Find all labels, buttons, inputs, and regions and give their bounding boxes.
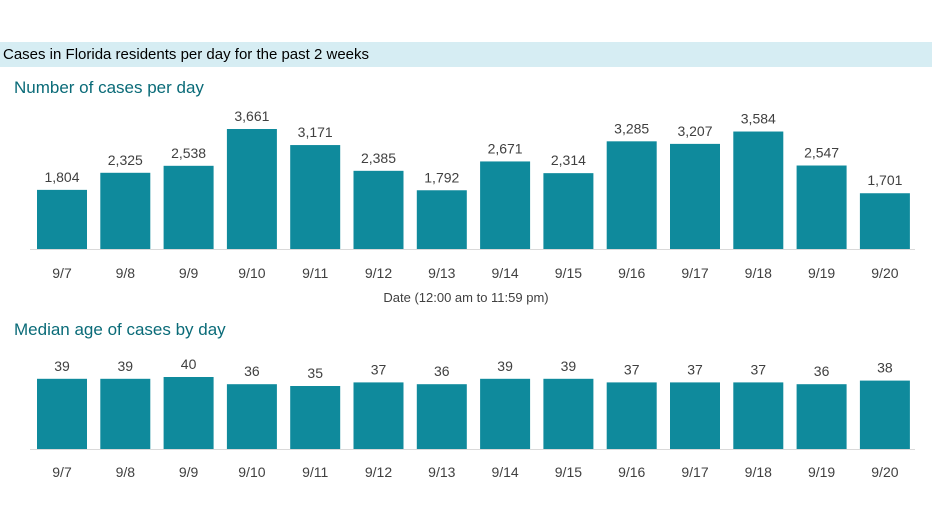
cases-bar — [796, 165, 847, 249]
median-age-value-label: 38 — [877, 360, 893, 376]
cases-x-tick-label: 9/8 — [116, 265, 136, 281]
cases-value-label: 1,804 — [44, 169, 79, 185]
median-age-chart-title: Median age of cases by day — [14, 320, 226, 339]
median-age-bar — [290, 386, 341, 449]
cases-x-tick-label: 9/13 — [428, 265, 455, 281]
median-age-bar — [226, 384, 277, 449]
median-age-x-tick-label: 9/10 — [238, 464, 265, 480]
cases-x-tick-label: 9/10 — [238, 265, 265, 281]
cases-value-label: 3,584 — [741, 111, 776, 127]
cases-x-tick-label: 9/9 — [179, 265, 199, 281]
cases-x-tick-label: 9/19 — [808, 265, 835, 281]
cases-bar — [859, 193, 910, 249]
cases-x-tick-label: 9/7 — [52, 265, 72, 281]
cases-value-label: 3,285 — [614, 120, 649, 136]
cases-bar — [606, 141, 657, 249]
median-age-bar — [353, 382, 404, 449]
cases-value-label: 2,538 — [171, 145, 206, 161]
cases-x-tick-label: 9/18 — [745, 265, 772, 281]
cases-bar — [733, 131, 784, 249]
median-age-bar — [37, 378, 87, 449]
cases-value-label: 2,385 — [361, 150, 396, 166]
cases-bar — [480, 161, 531, 249]
median-age-value-label: 37 — [751, 361, 767, 377]
cases-per-day-chart: 1,804 9/7 2,325 9/8 2,538 9/9 3,661 9/10 3,171 9/… — [30, 108, 915, 281]
cases-value-label: 3,171 — [298, 124, 333, 140]
median-age-bar — [416, 384, 467, 449]
median-age-value-label: 39 — [118, 358, 134, 374]
median-age-x-tick-label: 9/13 — [428, 464, 455, 480]
cases-bar — [100, 172, 151, 249]
median-age-x-tick-label: 9/12 — [365, 464, 392, 480]
cases-x-tick-label: 9/17 — [681, 265, 708, 281]
median-age-x-tick-label: 9/18 — [745, 464, 772, 480]
median-age-value-label: 35 — [307, 365, 323, 381]
median-age-value-label: 36 — [244, 363, 260, 379]
median-age-x-tick-label: 9/16 — [618, 464, 645, 480]
median-age-bar — [670, 382, 720, 449]
median-age-value-label: 39 — [54, 358, 70, 374]
cases-x-tick-label: 9/15 — [555, 265, 582, 281]
cases-x-tick-label: 9/11 — [302, 265, 328, 281]
cases-chart-title: Number of cases per day — [14, 78, 204, 97]
median-age-value-label: 39 — [497, 358, 513, 374]
cases-value-label: 2,547 — [804, 145, 839, 161]
median-age-x-tick-label: 9/20 — [871, 464, 898, 480]
median-age-x-tick-label: 9/17 — [681, 464, 708, 480]
cases-x-tick-label: 9/16 — [618, 265, 645, 281]
median-age-x-tick-label: 9/8 — [116, 464, 136, 480]
median-age-value-label: 36 — [814, 363, 830, 379]
median-age-chart: 39 9/7 39 9/8 40 9/9 36 9/10 35 9/11 37 9/12 36 9/13 3… — [30, 356, 915, 480]
median-age-bar — [733, 382, 784, 449]
cases-value-label: 3,207 — [677, 123, 712, 139]
median-age-bar — [859, 380, 910, 449]
cases-bar — [163, 165, 214, 249]
cases-value-label: 3,661 — [234, 108, 269, 124]
median-age-value-label: 37 — [371, 361, 387, 377]
cases-bar — [226, 129, 277, 249]
median-age-value-label: 37 — [687, 361, 703, 377]
median-age-value-label: 37 — [624, 361, 640, 377]
cases-x-tick-label: 9/20 — [871, 265, 898, 281]
cases-value-label: 2,325 — [108, 152, 143, 168]
median-age-x-tick-label: 9/15 — [555, 464, 582, 480]
median-age-bar — [100, 378, 151, 449]
median-age-x-tick-label: 9/11 — [302, 464, 328, 480]
cases-x-axis-label: Date (12:00 am to 11:59 pm) — [383, 290, 549, 305]
median-age-bar — [796, 384, 847, 449]
cases-x-tick-label: 9/12 — [365, 265, 392, 281]
median-age-x-tick-label: 9/19 — [808, 464, 835, 480]
median-age-value-label: 40 — [181, 356, 197, 372]
cases-bar — [290, 145, 341, 249]
cases-value-label: 1,701 — [867, 172, 902, 188]
median-age-bar — [543, 378, 594, 449]
median-age-x-tick-label: 9/9 — [179, 464, 199, 480]
cases-bar — [37, 189, 87, 249]
cases-bar — [416, 190, 467, 249]
cases-bar — [670, 143, 720, 249]
median-age-bar — [163, 377, 214, 449]
median-age-value-label: 39 — [561, 358, 577, 374]
median-age-bar — [606, 382, 657, 449]
median-age-value-label: 36 — [434, 363, 450, 379]
median-age-x-tick-label: 9/7 — [52, 464, 72, 480]
chart-banner-title: Cases in Florida residents per day for t… — [0, 42, 932, 67]
median-age-bar — [480, 378, 531, 449]
cases-value-label: 2,314 — [551, 152, 586, 168]
cases-x-tick-label: 9/14 — [491, 265, 518, 281]
cases-bar — [353, 170, 404, 249]
median-age-x-tick-label: 9/14 — [491, 464, 518, 480]
cases-value-label: 1,792 — [424, 169, 459, 185]
cases-bar — [543, 173, 594, 249]
cases-value-label: 2,671 — [488, 140, 523, 156]
